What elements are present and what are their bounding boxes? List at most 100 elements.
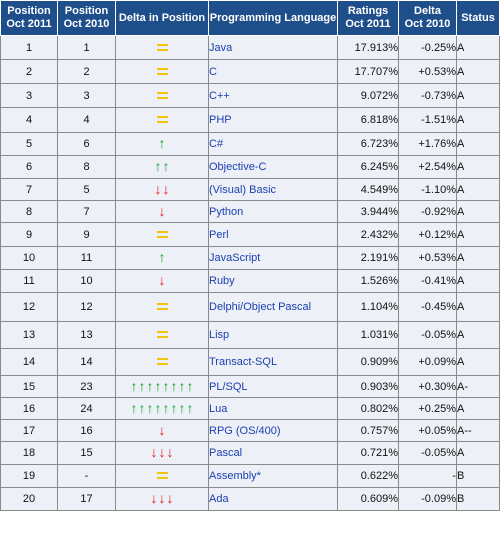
status-cell: A [456,155,500,179]
rating-cell: 1.526% [337,269,399,293]
arrow-up-icon: ↑ [158,135,166,151]
status-cell: A [456,200,500,223]
status-cell: A [456,178,500,201]
delta-rating-cell: -0.09% [398,487,457,511]
language-cell: Ruby [208,269,338,293]
arrow-up-icon: ↑ [186,377,194,394]
language-cell: Lisp [208,321,338,349]
delta-rating-cell: +0.25% [398,397,457,420]
rating-cell: 6.245% [337,155,399,179]
status-cell: A [456,269,500,293]
position-2011-cell: 19 [0,464,58,488]
delta-rating-cell: +0.30% [398,375,457,398]
position-2010-cell: 1 [57,35,116,60]
position-2010-cell: 11 [57,246,116,270]
delta-rating-cell: +0.53% [398,246,457,270]
table-row: 20 17 ↓ ↓ ↓ Ada 0.609% -0.09% B [0,487,500,511]
arrow-down-icon: ↓ [158,490,166,506]
table-row: 9 9 Perl 2.432% +0.12% A [0,222,500,247]
equal-sign-icon [156,67,168,75]
arrow-up-icon: ↑ [138,399,146,416]
rating-cell: 0.609% [337,487,399,511]
status-cell: B [456,487,500,511]
delta-position-cell: ↓ ↓ [115,178,209,201]
position-2011-cell: 11 [0,269,58,293]
status-cell: A [456,59,500,84]
position-2011-cell: 12 [0,292,58,322]
delta-rating-cell: +0.09% [398,348,457,376]
language-cell: Java [208,35,338,60]
position-2010-cell: 8 [57,155,116,179]
position-2010-cell: 2 [57,59,116,84]
delta-rating-cell: -0.92% [398,200,457,223]
equal-sign-icon [156,116,168,123]
position-2010-cell: 13 [57,321,116,349]
delta-rating-cell: +0.05% [398,419,457,442]
rating-cell: 0.721% [337,441,399,465]
delta-rating-cell: -0.41% [398,269,457,293]
rating-cell: 2.432% [337,222,399,247]
position-2010-cell: 15 [57,441,116,465]
header-ratings-2011: Ratings Oct 2011 [337,0,399,36]
delta-position-cell: ↓ [115,419,209,442]
arrow-down-icon: ↓ [150,444,158,460]
rating-cell: 6.723% [337,132,399,156]
table-row: 12 12 Delphi/Object Pascal 1.104% -0.45% A [0,292,500,322]
status-cell: A [456,222,500,247]
table-row: 3 3 C++ 9.072% -0.73% A [0,83,500,108]
delta-rating-cell: -0.05% [398,321,457,349]
status-cell: A-- [456,419,500,442]
position-2011-cell: 17 [0,419,58,442]
position-2011-cell: 14 [0,348,58,376]
header-position-2011: Position Oct 2011 [0,0,58,36]
position-2011-cell: 5 [0,132,58,156]
arrow-down-icon: ↓ [166,444,174,460]
header-row: Position Oct 2011 Position Oct 2010 Delta … [0,0,500,36]
delta-position-cell [115,292,209,322]
delta-rating-cell: +0.53% [398,59,457,84]
delta-position-cell [115,59,209,84]
delta-position-cell: ↑ [115,132,209,156]
arrow-up-icon: ↑ [146,377,154,394]
arrow-up-icon: ↑ [146,399,154,416]
position-2011-cell: 1 [0,35,58,60]
arrow-up-icon: ↑ [154,377,162,394]
table-row: 4 4 PHP 6.818% -1.51% A [0,107,500,133]
position-2010-cell: 14 [57,348,116,376]
language-cell: Pascal [208,441,338,465]
status-cell: A [456,321,500,349]
language-cell: Perl [208,222,338,247]
table-row: 18 15 ↓ ↓ ↓ Pascal 0.721% -0.05% A [0,441,500,465]
equal-sign-icon [156,230,168,238]
position-2011-cell: 15 [0,375,58,398]
rating-cell: 2.191% [337,246,399,270]
rating-cell: 0.757% [337,419,399,442]
rating-cell: 1.104% [337,292,399,322]
table-row: 14 14 Transact-SQL 0.909% +0.09% A [0,348,500,376]
position-2011-cell: 7 [0,178,58,201]
language-cell: (Visual) Basic [208,178,338,201]
equal-sign-icon [156,331,168,338]
delta-position-cell: ↑ [115,246,209,270]
rating-cell: 4.549% [337,178,399,201]
position-2011-cell: 18 [0,441,58,465]
delta-position-cell: ↑ ↑ ↑ ↑ ↑ ↑ ↑ ↑ [115,375,209,398]
delta-position-cell [115,35,209,60]
table-row: 8 7 ↓ Python 3.944% -0.92% A [0,200,500,223]
rating-cell: 3.944% [337,200,399,223]
delta-position-cell [115,83,209,108]
delta-position-cell [115,321,209,349]
delta-rating-cell: -0.73% [398,83,457,108]
position-2011-cell: 13 [0,321,58,349]
arrow-down-icon: ↓ [158,272,166,288]
delta-rating-cell: -0.05% [398,441,457,465]
status-cell: A [456,35,500,60]
equal-sign-icon [156,303,168,310]
arrow-down-icon: ↓ [158,202,166,219]
language-cell: C [208,59,338,84]
position-2010-cell: 23 [57,375,116,398]
language-cell: Ada [208,487,338,511]
status-cell: A [456,83,500,108]
language-cell: C++ [208,83,338,108]
delta-rating-cell: +1.76% [398,132,457,156]
